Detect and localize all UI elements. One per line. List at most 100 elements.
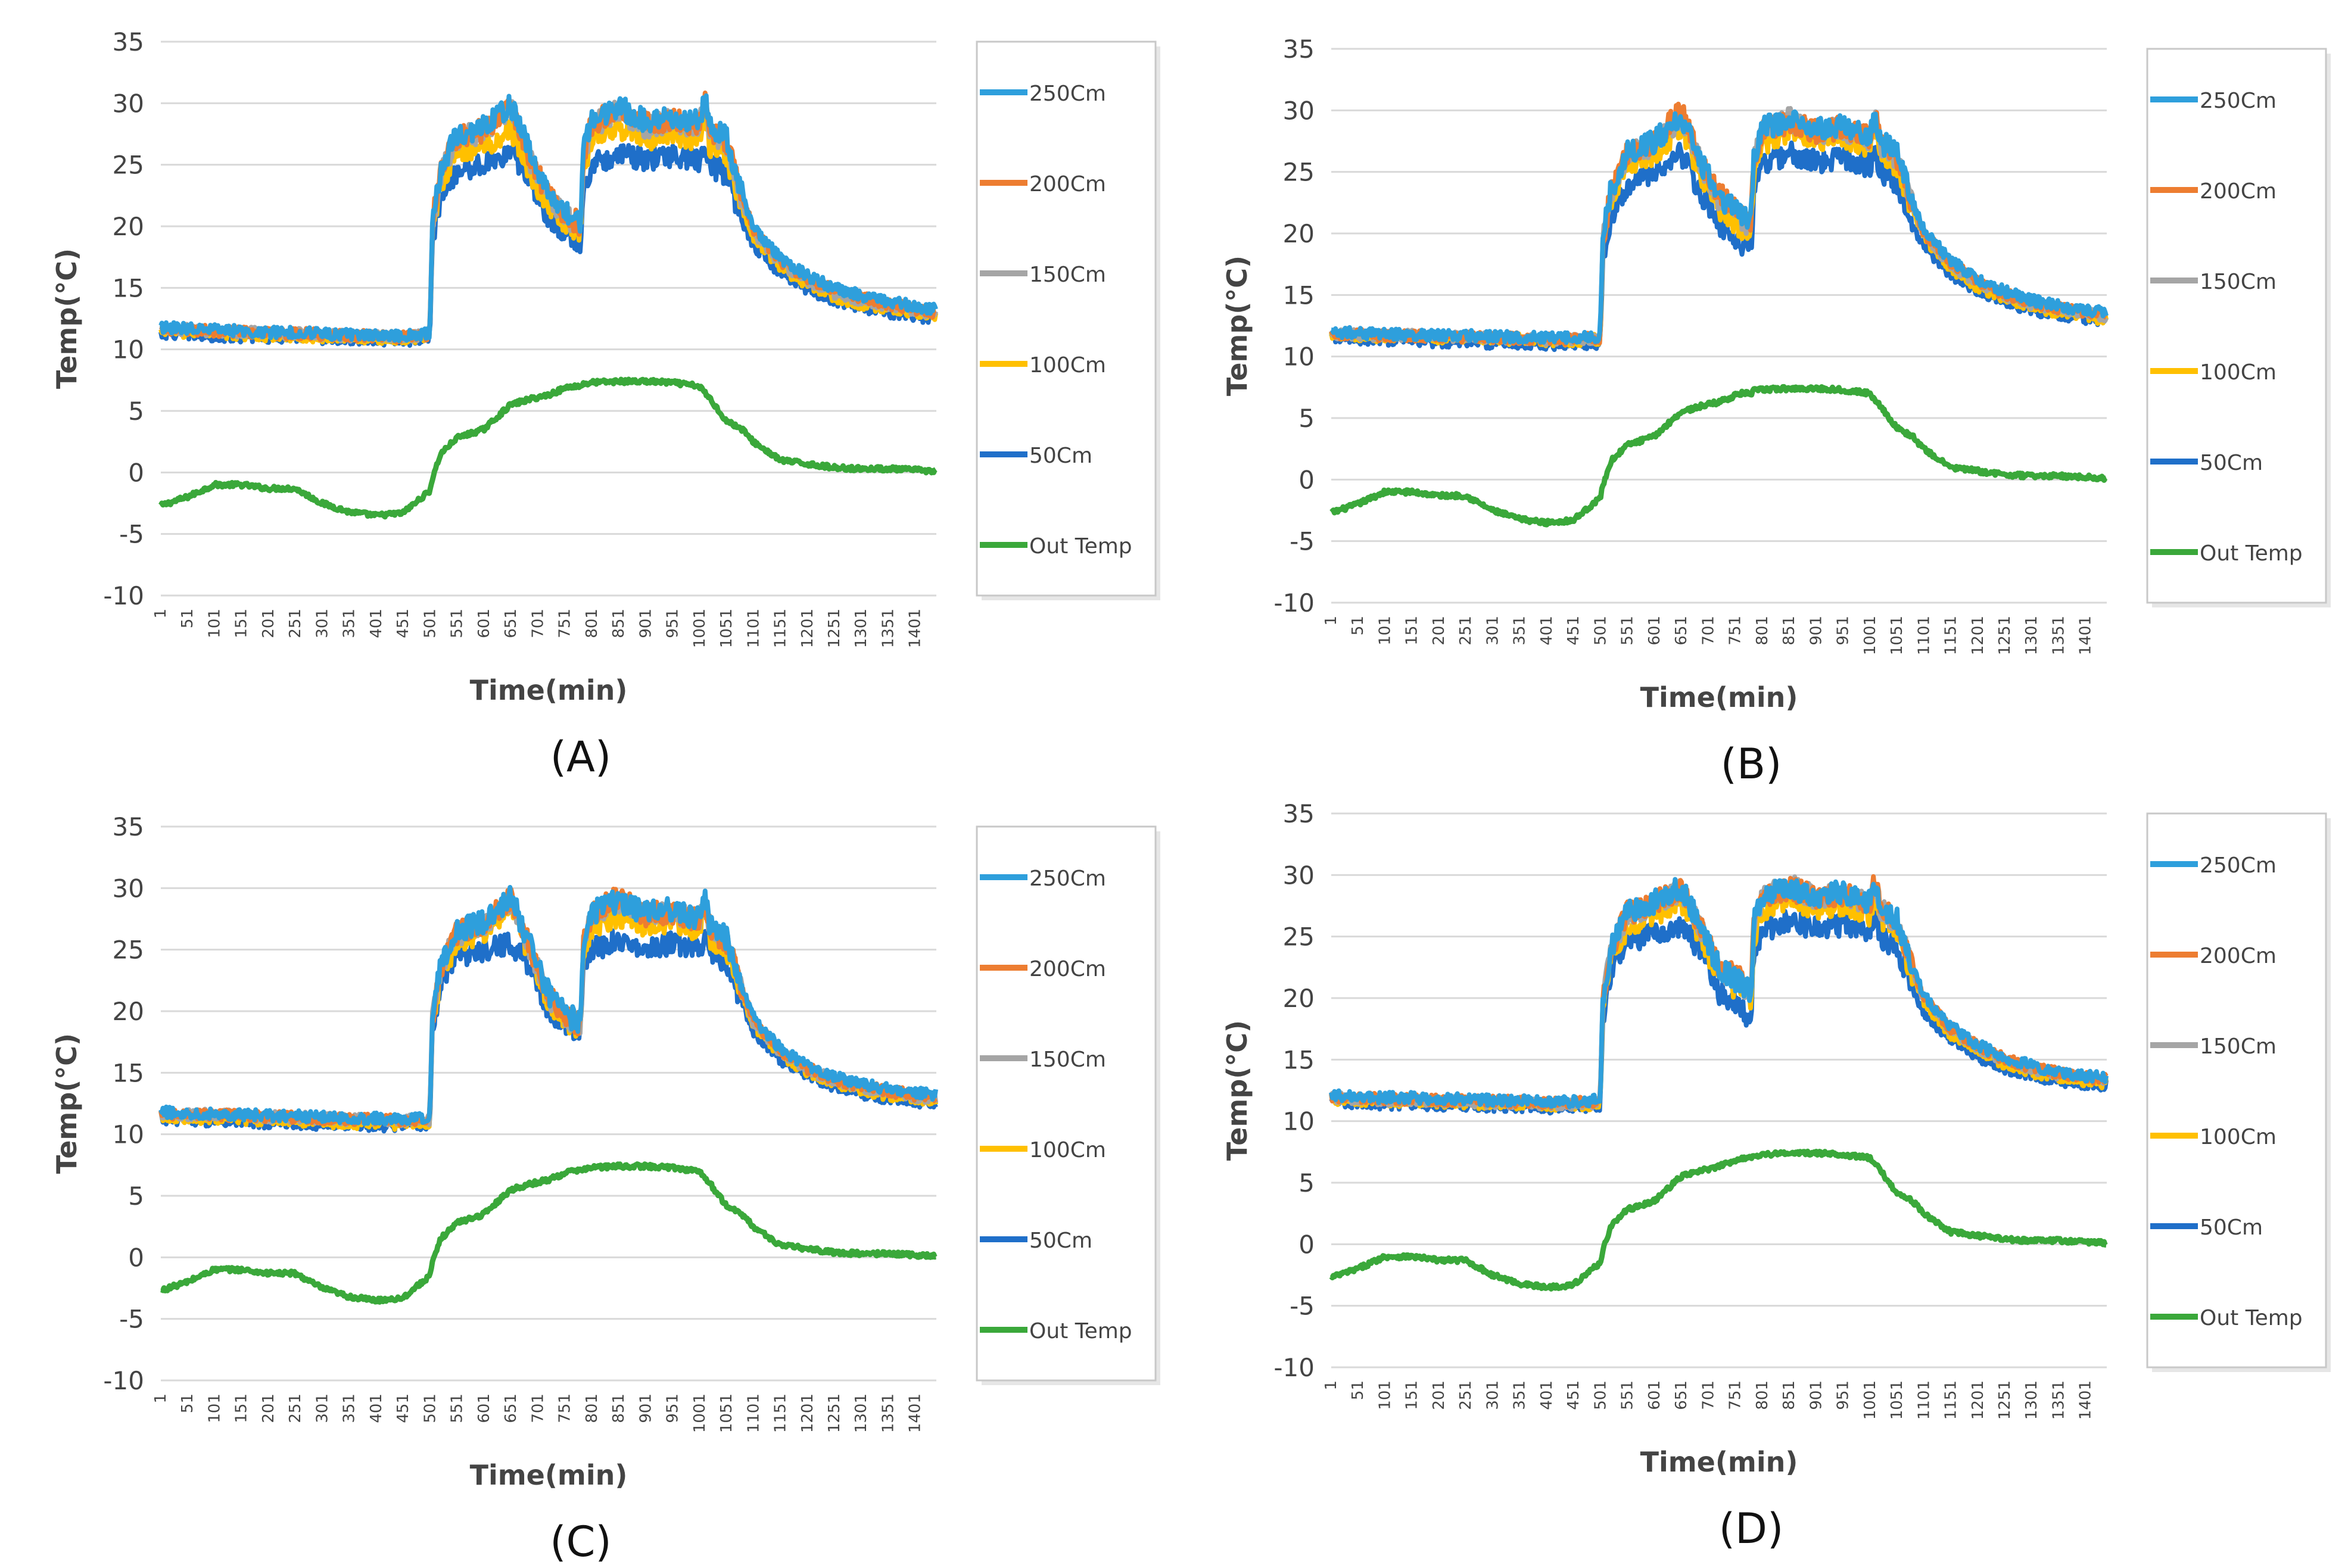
x-tick-label: 551 (1619, 1380, 1637, 1410)
y-tick-label: 30 (1283, 96, 1315, 125)
x-tick-label: 601 (475, 1394, 493, 1423)
y-tick-label: 15 (113, 273, 144, 303)
x-tick-label: 1001 (691, 609, 709, 648)
x-tick-label: 201 (260, 609, 278, 638)
x-tick-label: 801 (583, 609, 601, 638)
legend-label: 200Cm (2200, 944, 2277, 968)
y-tick-label: 35 (113, 812, 144, 841)
series-line-50cm (1329, 140, 2109, 353)
x-tick-label: 201 (1430, 616, 1448, 646)
x-tick-label: 151 (233, 1394, 251, 1423)
x-tick-label: 151 (1403, 1380, 1421, 1410)
y-tick-label: 0 (1298, 465, 1315, 494)
x-tick-label: 951 (664, 1394, 682, 1423)
x-tick-label: 1401 (907, 1394, 924, 1433)
x-tick-label: 901 (637, 1394, 655, 1423)
y-axis-title: Temp(°C) (1221, 1020, 1253, 1161)
x-tick-label: 801 (1754, 616, 1771, 646)
y-tick-label: 10 (1283, 1107, 1315, 1136)
x-tick-label: 451 (394, 609, 412, 638)
x-tick-label: 1 (152, 609, 170, 619)
x-tick-label: 601 (1646, 616, 1664, 646)
x-tick-label: 151 (1403, 616, 1421, 646)
legend-box (2146, 48, 2327, 604)
series-line-out-temp (1329, 1148, 2108, 1292)
x-tick-label: 801 (583, 1394, 601, 1423)
y-tick-label: 25 (113, 936, 144, 965)
x-tick-label: 401 (368, 1394, 385, 1423)
x-tick-label: 101 (205, 1394, 223, 1423)
x-tick-label: 801 (1754, 1380, 1771, 1410)
x-tick-label: 51 (179, 609, 197, 628)
y-tick-label: 35 (113, 27, 144, 57)
x-tick-label: 651 (1673, 1380, 1690, 1410)
legend-box (2146, 812, 2327, 1369)
x-tick-label: 301 (313, 1394, 331, 1423)
x-tick-label: 151 (233, 609, 251, 638)
x-tick-label: 1351 (879, 609, 897, 648)
legend-label: 150Cm (1029, 263, 1106, 287)
x-tick-label: 901 (1807, 616, 1825, 646)
legend-label: 100Cm (1029, 353, 1106, 378)
y-tick-label: 5 (128, 397, 144, 426)
x-tick-label: 1351 (879, 1394, 897, 1433)
legend-label: Out Temp (1029, 534, 1132, 559)
panel-caption: (A) (550, 732, 612, 781)
x-tick-label: 851 (1780, 616, 1798, 646)
x-tick-label: 951 (1835, 616, 1852, 646)
x-tick-label: 351 (1511, 1380, 1529, 1410)
x-tick-label: 201 (1430, 1380, 1448, 1410)
y-tick-label: 35 (1283, 35, 1315, 64)
x-tick-label: 251 (287, 1394, 304, 1423)
x-tick-label: 1151 (1942, 1380, 1960, 1420)
y-axis-title: Temp(°C) (1221, 255, 1253, 396)
x-tick-label: 251 (287, 609, 304, 638)
x-axis-title: Time(min) (1640, 1446, 1798, 1478)
x-tick-label: 401 (1538, 1380, 1556, 1410)
y-tick-label: 15 (1283, 1045, 1315, 1074)
x-tick-label: 551 (449, 1394, 466, 1423)
series-line-out-temp (158, 376, 938, 520)
x-tick-label: 1251 (1996, 616, 2014, 655)
x-tick-label: 451 (394, 1394, 412, 1423)
x-tick-label: 701 (1699, 616, 1717, 646)
y-tick-label: 15 (1283, 280, 1315, 310)
legend-label: 100Cm (2200, 360, 2277, 385)
x-tick-label: 101 (1376, 616, 1394, 646)
x-tick-label: 1401 (907, 609, 924, 648)
y-tick-label: 30 (1283, 861, 1315, 890)
x-tick-label: 1051 (718, 609, 736, 648)
series-line-50cm (159, 928, 938, 1134)
y-tick-label: 10 (113, 1120, 144, 1149)
x-tick-label: 401 (1538, 616, 1556, 646)
x-tick-label: 1101 (1915, 616, 1933, 655)
y-tick-label: -5 (1290, 527, 1315, 556)
y-tick-label: -10 (103, 581, 144, 610)
legend-label: 150Cm (2200, 270, 2277, 294)
series-line-100cm (158, 113, 939, 346)
x-tick-label: 501 (1592, 616, 1609, 646)
x-tick-label: 651 (1673, 616, 1690, 646)
y-axis-title: Temp(°C) (51, 248, 83, 389)
y-tick-label: 0 (128, 458, 144, 487)
y-tick-label: 10 (113, 335, 144, 364)
x-tick-label: 651 (502, 609, 520, 638)
panel-caption: (D) (1719, 1504, 1784, 1553)
series-line-250cm (158, 885, 939, 1127)
x-tick-label: 1001 (1861, 1380, 1879, 1420)
x-tick-label: 101 (205, 609, 223, 638)
x-tick-label: 501 (421, 1394, 439, 1423)
x-tick-label: 1151 (772, 609, 790, 648)
x-tick-label: 501 (1592, 1380, 1609, 1410)
legend-label: 250Cm (2200, 89, 2277, 113)
y-tick-label: 25 (1283, 922, 1315, 952)
legend-label: 100Cm (2200, 1125, 2277, 1149)
y-tick-label: -5 (119, 520, 144, 549)
legend-label: 250Cm (2200, 853, 2277, 878)
x-tick-label: 351 (1511, 616, 1529, 646)
legend-label: 50Cm (1029, 1229, 1092, 1253)
